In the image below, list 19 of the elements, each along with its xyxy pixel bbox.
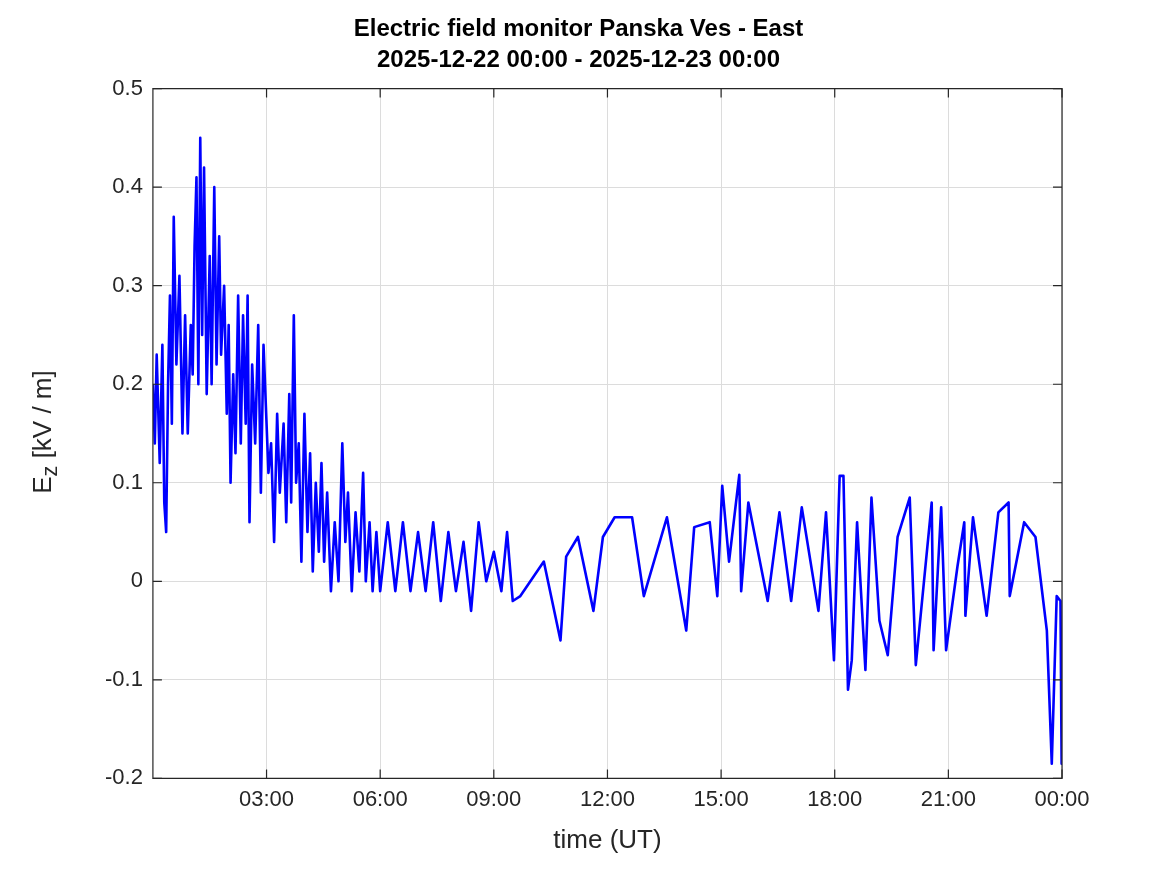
x-tick-label: 21:00	[920, 785, 976, 811]
chart-subtitle: 2025-12-22 00:00 - 2025-12-23 00:00	[377, 44, 780, 72]
x-tick-label: 06:00	[352, 785, 408, 811]
x-tick-label: 15:00	[693, 785, 749, 811]
x-tick-label: 12:00	[579, 785, 635, 811]
x-tick-label: 18:00	[807, 785, 863, 811]
y-tick-label: 0	[130, 567, 143, 593]
chart-title: Electric field monitor Panska Ves - East	[353, 14, 804, 42]
y-tick-label: 0.4	[112, 173, 143, 199]
x-tick-label: 00:00	[1034, 785, 1090, 811]
x-tick-label: 03:00	[239, 785, 295, 811]
y-tick-label: -0.2	[104, 764, 143, 790]
y-tick-label: 0.5	[112, 74, 143, 100]
y-tick-label: 0.3	[112, 271, 143, 297]
y-tick-label: -0.1	[104, 665, 143, 691]
y-tick-label: 0.2	[112, 370, 143, 396]
x-tick-label: 09:00	[466, 785, 522, 811]
y-tick-label: 0.1	[112, 468, 143, 494]
x-axis-title: time (UT)	[553, 823, 662, 854]
